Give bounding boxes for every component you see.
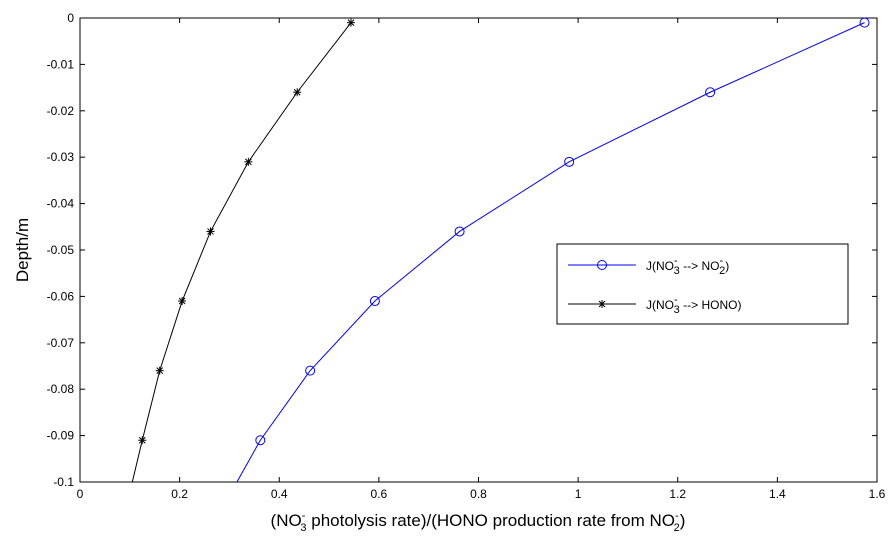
x-tick-label: 0.2 [171,487,188,501]
data-point [705,87,716,98]
data-point [305,365,316,376]
data-point [155,366,164,375]
y-tick-label: -0.07 [47,336,75,350]
legend: J(NO-3 --> NO-2) J(NO-3 --> HONO) [556,243,849,325]
y-tick-label: -0.02 [47,104,75,118]
y-tick-label: -0.09 [47,429,75,443]
x-tick-label: 0.4 [271,487,288,501]
series-line-1 [236,22,865,483]
x-tick-label: 1.2 [669,487,686,501]
data-point [206,227,215,236]
y-tick-label: -0.03 [47,150,75,164]
legend-label-series-2: J(NO-3 --> HONO) [646,294,741,316]
data-point [178,297,187,306]
legend-label-series-1: J(NO-3 --> NO-2) [646,255,729,277]
data-point [255,435,266,446]
data-point [346,18,355,27]
y-tick-label: -0.1 [53,475,74,489]
y-tick-label: -0.04 [47,197,75,211]
x-tick-label: 0.6 [371,487,388,501]
series-layer [131,17,870,483]
x-axis-ticks: 0 0.2 0.4 0.6 0.8 1 1.2 1.4 1.6 [77,18,886,501]
y-tick-label: -0.01 [47,57,75,71]
legend-marker-series-1 [597,260,607,270]
x-axis-label: (NO-3 photolysis rate)/(HONO production … [271,510,686,534]
legend-marker-series-2 [598,300,606,308]
data-point [293,88,302,97]
data-point [454,226,465,237]
x-tick-label: 0.8 [470,487,487,501]
data-point [564,156,575,167]
y-tick-label: -0.05 [47,243,75,257]
y-axis-ticks: 0 -0.01 -0.02 -0.03 -0.04 -0.05 -0.06 -0.07 -0.0… [47,11,877,489]
data-point [859,17,870,28]
y-axis-label: Depth/m [13,218,32,282]
y-tick-label: 0 [67,11,74,25]
y-tick-label: -0.06 [47,289,75,303]
x-tick-label: 1 [575,487,582,501]
data-point [244,157,253,166]
data-point [369,296,380,307]
data-point [138,436,147,445]
x-tick-label: 1.6 [869,487,886,501]
y-tick-label: -0.08 [47,382,75,396]
series-line-2 [131,22,352,483]
x-tick-label: 1.4 [769,487,786,501]
x-tick-label: 0 [77,487,84,501]
legend-box [556,243,849,325]
